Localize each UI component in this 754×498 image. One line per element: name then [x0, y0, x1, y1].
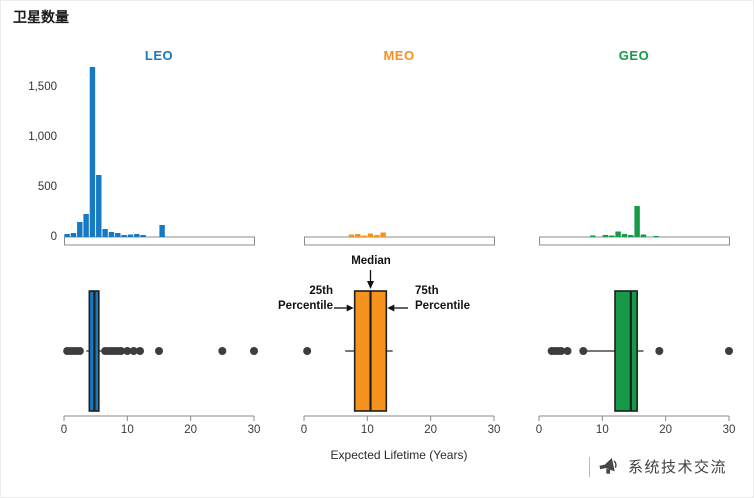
hist-bar — [609, 235, 615, 237]
hist-bar — [77, 222, 83, 237]
panel-title-leo: LEO — [144, 48, 174, 63]
hist-bar — [121, 235, 127, 237]
hist-bar — [374, 235, 380, 237]
x-tick-label: 10 — [361, 424, 374, 436]
boxplot-LEO: 0 10 20 30 — [61, 290, 261, 436]
x-tick-label: 20 — [659, 424, 672, 436]
x-axis-strip — [64, 236, 255, 246]
y-tick-label-0: 0 — [50, 231, 57, 243]
hist-bar — [634, 206, 640, 237]
hist-bar — [115, 233, 121, 237]
hist-bar — [159, 225, 165, 237]
watermark-divider — [588, 456, 590, 477]
histogram-LEO — [64, 67, 255, 246]
y-tick-label-1500: 1,500 — [28, 81, 57, 93]
y-tick-label-1000: 1,000 — [28, 131, 57, 143]
outlier-dot — [129, 347, 138, 355]
x-axis-strip — [539, 236, 730, 246]
iqr-box — [614, 290, 638, 412]
panel-title-geo: GEO — [618, 48, 650, 63]
median-arrowhead — [367, 281, 374, 289]
hist-bar — [83, 214, 89, 237]
annotation-75th-percentile: 75th Percentile — [415, 285, 470, 312]
hist-bar — [628, 235, 634, 237]
hist-bar — [96, 175, 102, 237]
hist-bar — [602, 235, 609, 237]
x-tick-label: 0 — [301, 424, 307, 436]
hist-bar — [361, 235, 367, 237]
outlier-dot — [579, 347, 588, 355]
hist-bar — [640, 234, 647, 237]
hist-bar — [134, 234, 140, 237]
outlier-dot — [563, 347, 572, 355]
watermark: 系统技术交流 — [588, 456, 727, 477]
hist-bar — [615, 231, 621, 237]
hist-bar — [127, 234, 134, 237]
hist-bar — [355, 234, 361, 237]
x-tick-label: 0 — [536, 424, 542, 436]
x-tick-label: 20 — [424, 424, 437, 436]
x-tick-label: 10 — [596, 424, 609, 436]
outlier-dot — [250, 347, 258, 355]
hist-bar — [348, 234, 355, 237]
hist-bar — [102, 229, 108, 237]
hist-bar — [653, 236, 659, 237]
x-tick-label: 30 — [723, 424, 736, 436]
outlier-dot — [136, 347, 144, 355]
outlier-dot — [117, 347, 125, 355]
y-axis-title: 卫星数量 — [13, 9, 69, 25]
outlier-dot — [218, 347, 227, 355]
x-axis-label: Expected Lifetime (Years) — [330, 448, 468, 462]
outlier-dot — [155, 347, 163, 355]
outlier-dot — [123, 347, 132, 355]
annotation-median: Median — [351, 255, 391, 267]
x-tick-label: 30 — [488, 424, 501, 436]
hist-bar — [108, 232, 115, 237]
panel-title-meo: MEO — [383, 48, 415, 63]
x-tick-label: 30 — [248, 424, 261, 436]
hist-bar — [367, 233, 374, 237]
histogram-MEO — [304, 232, 495, 246]
hist-bar — [380, 232, 386, 237]
x-tick-label: 20 — [184, 424, 197, 436]
y-tick-label-500: 500 — [37, 181, 57, 193]
outlier-dot — [75, 347, 84, 355]
hist-bar — [64, 234, 70, 237]
x-tick-label: 10 — [121, 424, 134, 436]
hist-bar — [89, 67, 96, 237]
p75-arrowhead — [387, 304, 395, 312]
hist-bar — [140, 235, 146, 237]
watermark-text: 系统技术交流 — [627, 459, 727, 476]
annotation-25th-percentile: 25th Percentile — [278, 285, 333, 312]
hist-bar — [70, 233, 77, 237]
outlier-dot — [725, 347, 733, 355]
annotation-arrows — [346, 281, 395, 312]
hist-bar — [621, 234, 628, 237]
p25-arrowhead — [346, 304, 354, 312]
outlier-dot — [303, 347, 312, 355]
outlier-dot — [655, 347, 664, 355]
x-tick-label: 0 — [61, 424, 67, 436]
histogram-GEO — [539, 206, 730, 246]
megaphone-icon — [599, 457, 617, 474]
boxplot-MEO: 0 10 20 30 — [301, 270, 501, 436]
x-axis-strip — [304, 236, 495, 246]
boxplot-GEO: 0 10 20 30 — [536, 290, 736, 436]
hist-bar — [590, 235, 596, 237]
outlier-dot — [557, 347, 566, 355]
